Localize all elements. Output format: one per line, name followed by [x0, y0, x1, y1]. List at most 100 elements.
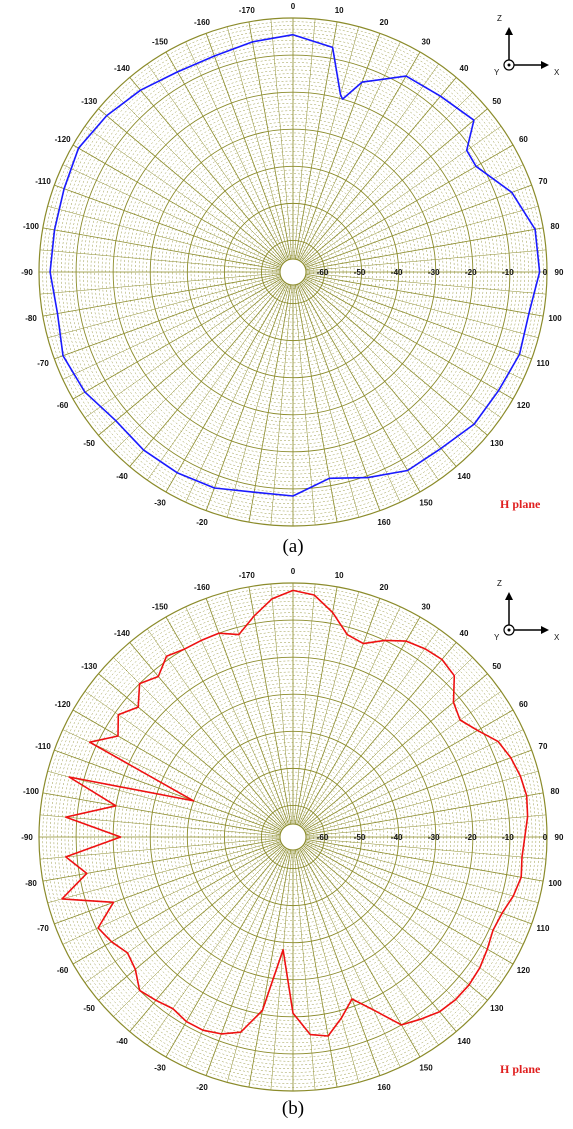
grid-spoke	[129, 281, 285, 467]
z-arrowhead	[505, 27, 513, 35]
grid-spoke	[303, 844, 502, 983]
grid-spoke	[305, 771, 539, 834]
grid-spoke	[305, 749, 532, 833]
grid-spoke	[165, 848, 287, 1058]
grid-spoke	[298, 606, 401, 826]
grid-spoke	[227, 849, 290, 1083]
z-axis-label: Z	[497, 14, 502, 23]
grid-spoke	[302, 280, 488, 436]
angle-tick-label: -30	[154, 498, 166, 507]
grid-spoke	[227, 26, 290, 260]
angle-tick-label: 10	[335, 6, 344, 15]
grid-spoke	[300, 847, 439, 1046]
grid-spoke	[302, 846, 473, 1017]
grid-spoke	[62, 277, 282, 380]
caption-b: (b)	[281, 1098, 305, 1119]
angle-tick-label: 40	[460, 629, 469, 638]
radial-tick-label: 0	[543, 268, 548, 277]
series-line	[49, 33, 541, 497]
angle-tick-label: -70	[37, 359, 49, 368]
grid-spoke	[302, 845, 488, 1001]
grid-spoke	[54, 841, 281, 925]
grid-center-ring	[279, 258, 307, 286]
grid-spoke	[54, 184, 281, 268]
grid-spoke	[303, 126, 502, 265]
grid-spoke	[205, 598, 289, 825]
angle-tick-label: -90	[21, 268, 33, 277]
series-line	[61, 589, 529, 1037]
grid-spoke	[185, 41, 288, 261]
grid-spoke	[305, 227, 544, 271]
grid-spoke	[165, 51, 287, 261]
angle-tick-label: -30	[154, 1063, 166, 1072]
grid-spoke	[294, 21, 338, 260]
grid-spoke	[305, 276, 532, 360]
grid-spoke	[227, 284, 290, 518]
grid-spoke	[305, 841, 532, 925]
grid-spoke	[165, 616, 287, 826]
angle-tick-label: -130	[81, 662, 98, 671]
grid-spoke	[98, 280, 284, 436]
grid-spoke	[147, 628, 286, 827]
angle-tick-label: 80	[551, 787, 560, 796]
grid-spoke	[302, 657, 473, 828]
angle-tick-label: 160	[377, 518, 391, 527]
angle-tick-label: -80	[25, 879, 37, 888]
grid-spoke	[205, 33, 289, 260]
grid-spoke	[305, 840, 539, 903]
grid-spoke	[294, 586, 338, 825]
angle-tick-label: -20	[196, 518, 208, 527]
grid-spoke	[248, 849, 292, 1088]
grid-spoke	[294, 284, 338, 523]
z-arrowhead	[505, 592, 513, 600]
angle-tick-label: 90	[555, 268, 564, 277]
angle-tick-labels: 0 10 20 30 40 50 60 70 80 90 100 110 120 130 140 150 160…	[21, 2, 564, 527]
grid-spoke	[129, 642, 285, 828]
angle-tick-label: 100	[548, 879, 562, 888]
angle-tick-label: -60	[57, 401, 69, 410]
angle-tick-label: 110	[537, 359, 550, 368]
grid-spoke	[72, 709, 282, 831]
grid-spoke	[248, 21, 292, 260]
angle-tick-label: 20	[380, 18, 389, 27]
grid-spoke	[299, 848, 421, 1058]
angle-tick-label: -60	[57, 966, 69, 975]
grid-spoke	[270, 583, 293, 825]
angle-tick-label: -160	[194, 18, 211, 27]
radial-tick-label: -40	[391, 833, 403, 842]
grid-spoke	[205, 849, 289, 1076]
grid-spoke	[185, 606, 288, 826]
grid-spoke	[296, 591, 359, 825]
grid-spoke	[301, 642, 457, 828]
angle-tick-label: 80	[551, 222, 560, 231]
radial-tick-label: -30	[428, 833, 440, 842]
angle-tick-label: 0	[291, 2, 296, 11]
grid-spoke	[305, 206, 539, 269]
grid-spoke	[42, 227, 281, 271]
caption-a: (a)	[282, 536, 304, 557]
angle-tick-labels: 0 10 20 30 40 50 60 70 80 90 100 110 120 130 140 150 160…	[21, 567, 564, 1092]
angle-tick-label: -100	[23, 222, 40, 231]
radial-tick-label: -50	[354, 833, 366, 842]
grid-spoke	[185, 283, 288, 503]
grid-spoke	[297, 849, 381, 1076]
grid-spoke	[303, 691, 502, 830]
grid-spoke	[299, 616, 421, 826]
grid-spoke	[302, 92, 473, 263]
angle-tick-label: 120	[517, 966, 531, 975]
angle-tick-label: -70	[37, 924, 49, 933]
grid-spoke	[305, 272, 547, 295]
grid-spoke	[305, 249, 547, 272]
radial-tick-label: -50	[354, 268, 366, 277]
grid-spoke	[47, 840, 281, 903]
angle-tick-label: 50	[492, 97, 501, 106]
angle-tick-label: -170	[239, 6, 256, 15]
polar-plot-a: 0 10 20 30 40 50 60 70 80 90 100 110 120 130 140 150 160…	[21, 2, 564, 527]
angle-tick-label: -40	[116, 1037, 128, 1046]
grid-spoke	[304, 842, 524, 945]
grid-spoke	[84, 844, 283, 983]
grid-spoke	[305, 837, 547, 860]
angle-tick-label: 150	[419, 1063, 433, 1072]
grid-spoke	[305, 838, 544, 882]
radial-tick-label: 0	[543, 833, 548, 842]
